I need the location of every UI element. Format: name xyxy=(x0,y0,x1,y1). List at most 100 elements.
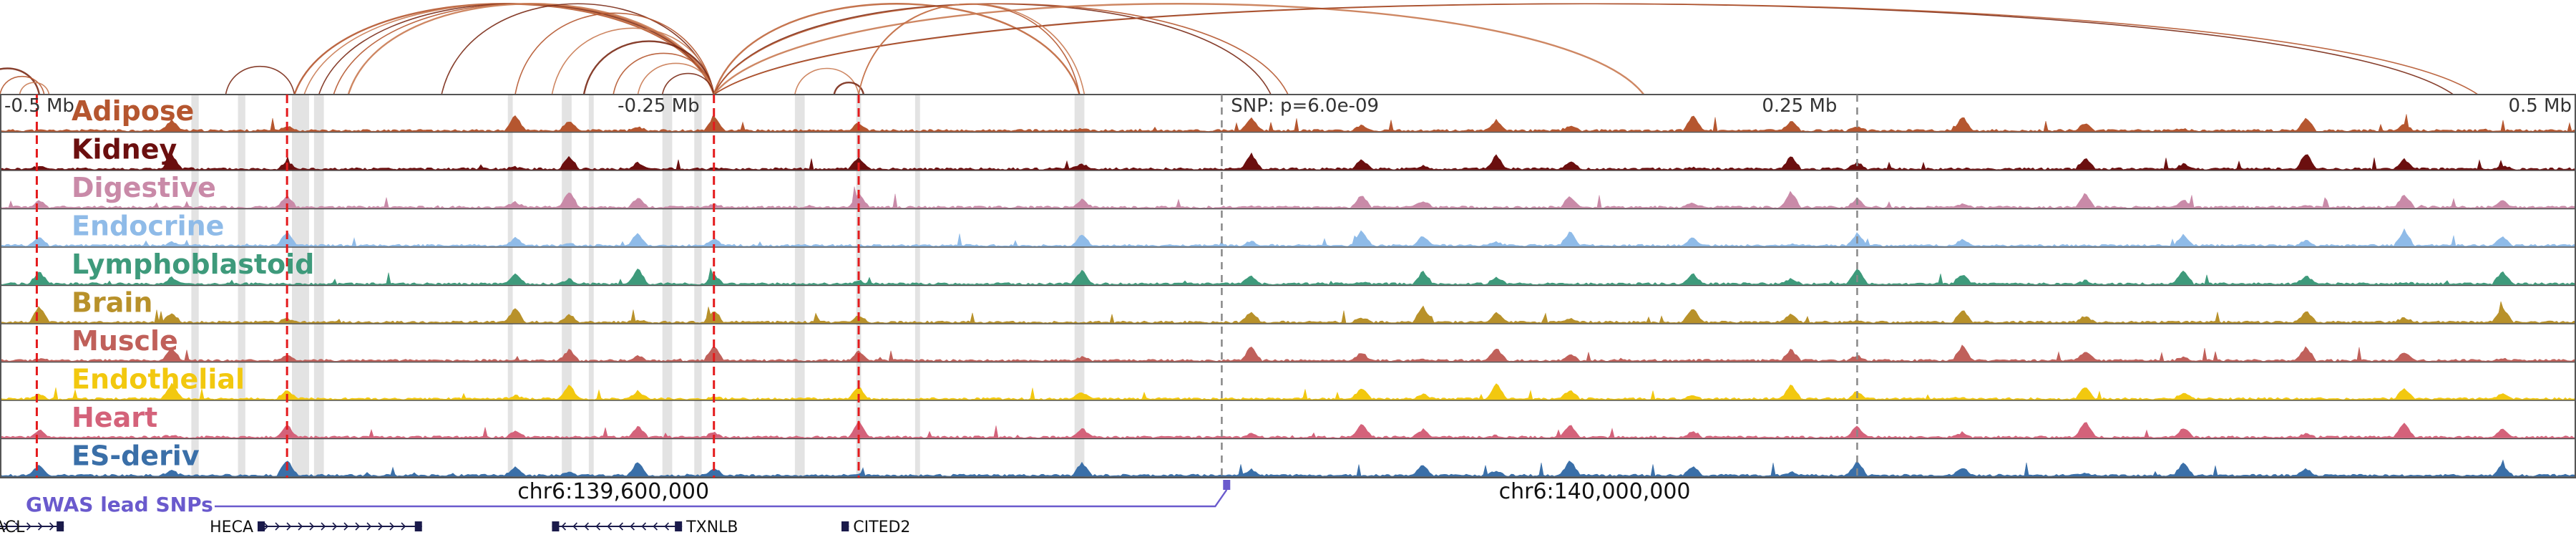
gwas-snp-marker xyxy=(1223,480,1231,490)
marker-lines xyxy=(35,95,1858,478)
track-muscle xyxy=(0,344,2576,363)
interaction-arc xyxy=(794,67,859,95)
interaction-arc xyxy=(713,3,2479,95)
interaction-arc xyxy=(637,62,715,95)
strand-chevron xyxy=(389,522,395,531)
strand-chevron xyxy=(584,522,589,531)
track-signal xyxy=(0,420,2576,438)
strand-chevron xyxy=(366,522,372,531)
highlight-region xyxy=(662,95,673,478)
gene-label: HECA xyxy=(210,519,253,536)
track-signal xyxy=(0,228,2576,247)
gene-label: PERACL xyxy=(0,519,25,536)
highlight-regions xyxy=(191,95,1085,478)
track-label: Adipose xyxy=(72,95,194,127)
track-label: Heart xyxy=(72,402,157,433)
track-label: Endocrine xyxy=(72,211,224,242)
interaction-arc xyxy=(514,12,715,95)
exon xyxy=(675,521,683,531)
gene-peracl: PERACL xyxy=(0,519,64,536)
track-adipose xyxy=(0,114,2576,133)
strand-chevron xyxy=(630,522,635,531)
highlight-region xyxy=(588,95,594,478)
highlight-region xyxy=(794,95,805,478)
strand-chevron xyxy=(618,522,623,531)
gwas-track: GWAS lead SNPs xyxy=(26,480,1231,516)
highlight-region xyxy=(1074,95,1085,478)
track-signal xyxy=(0,267,2576,285)
gene-label: TXNLB xyxy=(686,519,738,536)
gwas-connector-line xyxy=(215,489,1228,508)
interaction-arcs xyxy=(0,3,2479,95)
exon xyxy=(552,521,560,531)
strand-chevron xyxy=(607,522,612,531)
track-label: Digestive xyxy=(72,172,216,203)
axis-tick-label: 0.5 Mb xyxy=(2508,95,2572,117)
track-label: Kidney xyxy=(72,134,177,165)
strand-chevron xyxy=(332,522,338,531)
strand-chevron xyxy=(49,522,54,531)
strand-chevron xyxy=(38,522,43,531)
strand-chevron xyxy=(378,522,384,531)
strand-chevron xyxy=(15,522,20,531)
gene-heca: HECA xyxy=(210,519,422,536)
exon xyxy=(57,521,64,531)
interaction-arc xyxy=(19,82,50,95)
offset-axis: -0.5 Mb -0.25 Mb SNP: p=6.0e-09 0.25 Mb 0.5 … xyxy=(4,95,2572,117)
axis-tick-label: 0.25 Mb xyxy=(1762,95,1837,117)
track-lymphoblastoid xyxy=(0,267,2576,286)
strand-chevron xyxy=(321,522,326,531)
interaction-arc xyxy=(713,3,1080,95)
strand-chevron xyxy=(343,522,349,531)
strand-chevron xyxy=(26,522,31,531)
strand-chevron xyxy=(263,522,269,531)
strand-chevron xyxy=(355,522,361,531)
track-digestive xyxy=(0,186,2576,210)
exon xyxy=(258,521,265,531)
track-signal xyxy=(0,301,2576,324)
highlight-region xyxy=(694,95,702,478)
strand-chevron xyxy=(653,522,658,531)
axis-tick-label: -0.5 Mb xyxy=(4,95,74,117)
axis-tick-label: -0.25 Mb xyxy=(618,95,699,117)
gene-track: PERACL HECA TXNLB CITED2 xyxy=(0,519,910,536)
strand-chevron xyxy=(641,522,646,531)
interaction-arc xyxy=(713,3,1645,95)
highlight-region xyxy=(914,95,920,478)
strand-chevron xyxy=(401,522,406,531)
interaction-arc xyxy=(333,3,715,95)
track-signal xyxy=(0,459,2576,477)
track-brain xyxy=(0,301,2576,324)
track-signal xyxy=(0,382,2576,400)
highlight-region xyxy=(507,95,513,478)
track-heart xyxy=(0,420,2576,440)
coordinate-axis: chr6:139,600,000 chr6:140,000,000 xyxy=(517,479,1690,504)
interaction-arc xyxy=(613,52,715,95)
track-endocrine xyxy=(0,228,2576,248)
highlight-region xyxy=(238,95,245,478)
exon xyxy=(414,521,422,531)
panel-frame xyxy=(0,94,2576,478)
strand-chevron xyxy=(275,522,280,531)
interaction-arc xyxy=(582,40,715,95)
interaction-arc xyxy=(0,67,41,95)
highlight-region xyxy=(562,95,572,478)
track-endothelial xyxy=(0,382,2576,401)
track-label: Brain xyxy=(72,287,152,319)
track-signal xyxy=(0,186,2576,208)
strand-chevron xyxy=(664,522,669,531)
signal-tracks xyxy=(0,94,2576,478)
exon xyxy=(841,521,849,531)
interaction-arc xyxy=(347,3,715,95)
interaction-arc xyxy=(441,3,715,95)
strand-chevron xyxy=(298,522,303,531)
interaction-arc xyxy=(661,72,715,95)
track-signal xyxy=(0,114,2576,132)
interaction-arc xyxy=(713,3,1272,95)
interaction-arc xyxy=(551,27,715,95)
interaction-arc xyxy=(858,3,1085,95)
interaction-arc xyxy=(225,65,296,95)
gene-txnlb: TXNLB xyxy=(552,519,738,536)
interaction-arc xyxy=(833,82,865,95)
